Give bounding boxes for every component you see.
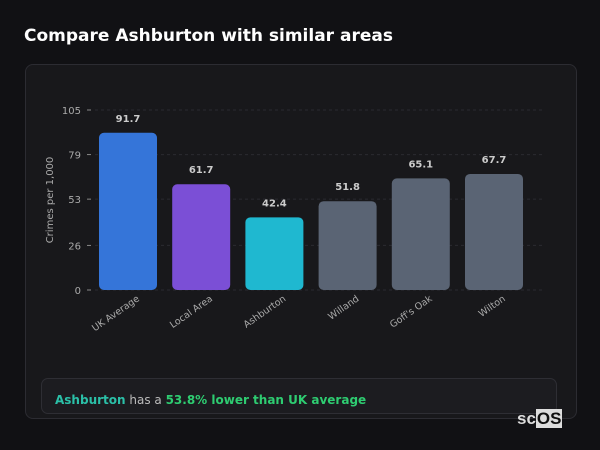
y-tick-label: 79 <box>68 151 81 162</box>
data-label: 67.7 <box>482 155 507 166</box>
bar <box>318 201 377 290</box>
y-tick-label: 53 <box>68 195 81 206</box>
page-title: Compare Ashburton with similar areas <box>24 26 393 46</box>
y-axis-label: Crimes per 1,000 <box>45 157 56 244</box>
bar <box>465 173 523 290</box>
x-tick-label: UK Average <box>90 293 142 334</box>
logo: scOS <box>517 409 563 428</box>
x-tick-label: Willand <box>326 293 361 322</box>
bar <box>172 184 231 290</box>
area-name: Ashburton <box>55 393 126 407</box>
data-label: 51.8 <box>335 182 360 193</box>
bar <box>391 178 450 290</box>
x-tick-label: Goff's Oak <box>388 293 435 330</box>
bar <box>99 132 157 290</box>
data-label: 65.1 <box>408 159 433 170</box>
bar <box>245 217 304 290</box>
x-tick-label: Wilton <box>477 293 508 319</box>
data-label: 42.4 <box>262 198 287 209</box>
comparison-value: 53.8% lower than UK average <box>165 393 367 407</box>
note-text: has a <box>125 393 166 407</box>
y-tick-label: 105 <box>62 106 81 117</box>
x-tick-label: Ashburton <box>242 293 288 330</box>
data-label: 91.7 <box>116 114 141 125</box>
y-tick-label: 26 <box>68 241 81 252</box>
y-tick-label: 0 <box>75 286 81 297</box>
data-label: 61.7 <box>189 165 214 176</box>
x-tick-label: Local Area <box>168 293 215 330</box>
comparison-note: Ashburton has a 53.8% lower than UK aver… <box>41 378 557 414</box>
